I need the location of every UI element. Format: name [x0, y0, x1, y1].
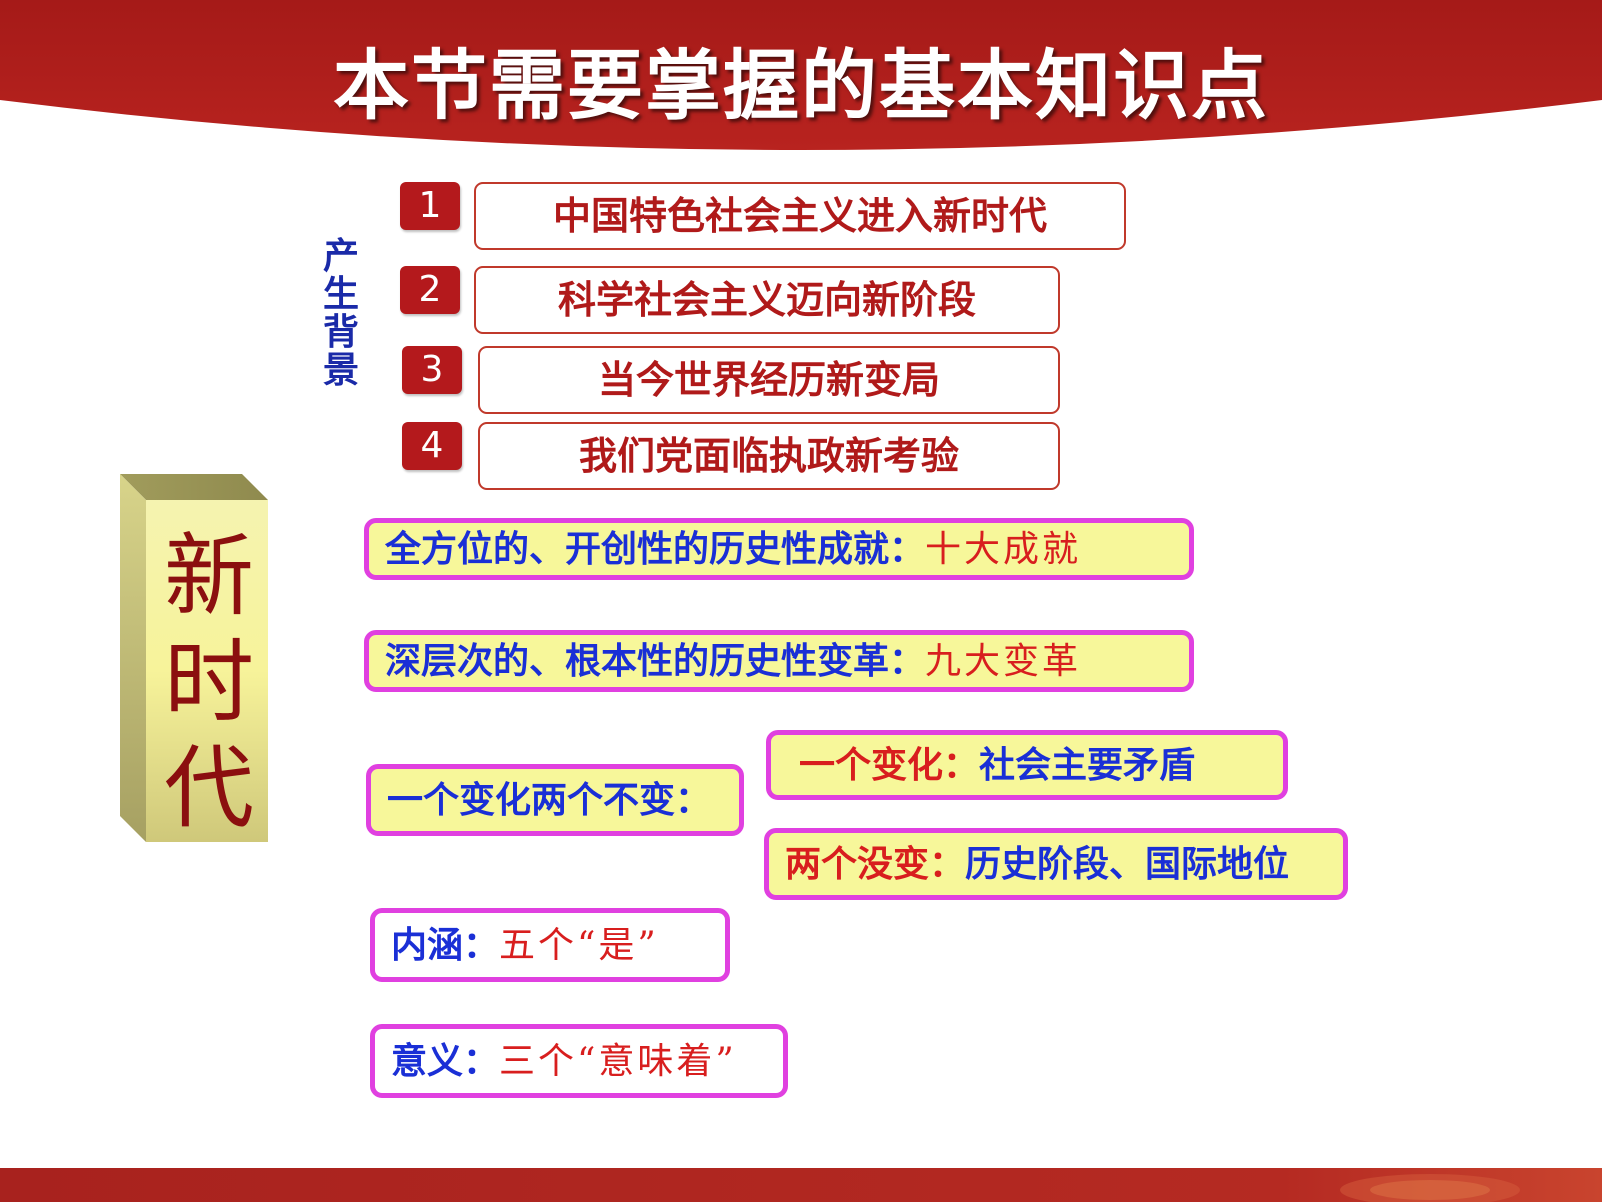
significance-box: 意义：三个“意味着” — [370, 1024, 788, 1098]
background-item-3: 当今世界经历新变局 — [478, 346, 1060, 414]
header-banner-shape — [0, 0, 1602, 150]
number-badge-4: 4 — [402, 422, 462, 470]
significance-value: 三个“意味着” — [499, 1041, 737, 1082]
background-item-2: 科学社会主义迈向新阶段 — [474, 266, 1060, 334]
two-unchanged-box: 两个没变：历史阶段、国际地位 — [764, 828, 1348, 900]
background-item-1: 中国特色社会主义进入新时代 — [474, 182, 1126, 250]
background-vertical-label: 产生背景 — [322, 236, 359, 391]
one-change-label: 一个变化： — [799, 745, 980, 786]
achievements-box: 全方位的、开创性的历史性成就：十大成就 — [364, 518, 1194, 580]
changes-label: 深层次的、根本性的历史性变革： — [385, 641, 926, 682]
achievements-label: 全方位的、开创性的历史性成就： — [385, 529, 926, 570]
two-unchanged-label: 两个没变： — [785, 844, 966, 885]
one-change-two-unchanged-box: 一个变化两个不变： — [366, 764, 744, 836]
footer-bar-shape — [0, 1168, 1602, 1202]
number-badge-3: 3 — [402, 346, 462, 394]
background-item-4: 我们党面临执政新考验 — [478, 422, 1060, 490]
connotation-box: 内涵：五个“是” — [370, 908, 730, 982]
pillar-shape — [120, 474, 268, 842]
page-title: 本节需要掌握的基本知识点 — [333, 41, 1269, 130]
connotation-value: 五个“是” — [499, 925, 659, 966]
one-change-two-unchanged-label: 一个变化两个不变： — [387, 780, 712, 821]
number-badge-1: 1 — [400, 182, 460, 230]
two-unchanged-value: 历史阶段、国际地位 — [965, 844, 1290, 885]
header-banner: 本节需要掌握的基本知识点 — [0, 0, 1602, 170]
changes-box: 深层次的、根本性的历史性变革：九大变革 — [364, 630, 1194, 692]
footer-bar — [0, 1168, 1602, 1202]
pillar-label: 新时代 — [164, 524, 254, 841]
connotation-label: 内涵： — [391, 925, 500, 966]
one-change-box: 一个变化：社会主要矛盾 — [766, 730, 1288, 800]
achievements-value: 十大成就 — [925, 529, 1082, 570]
one-change-value: 社会主要矛盾 — [979, 745, 1196, 786]
new-era-pillar: 新时代 — [120, 474, 268, 842]
changes-value: 九大变革 — [925, 641, 1082, 682]
significance-label: 意义： — [391, 1041, 500, 1082]
number-badge-2: 2 — [400, 266, 460, 314]
